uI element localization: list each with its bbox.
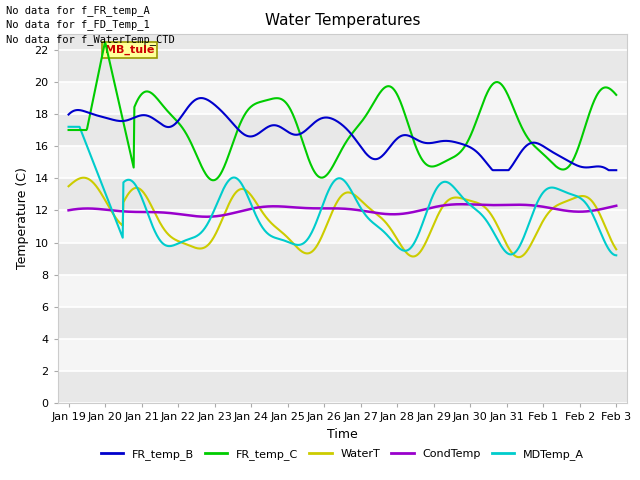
FR_temp_C — [209, 178, 217, 183]
WaterT — [538, 221, 545, 227]
FR_temp_C — [65, 127, 72, 133]
WaterT — [515, 254, 523, 260]
FR_temp_B — [414, 138, 422, 144]
CondTemp — [398, 211, 406, 217]
MDTemp_A — [480, 215, 488, 220]
FR_temp_B — [538, 142, 545, 148]
Text: No data for f_FR_temp_A: No data for f_FR_temp_A — [6, 5, 150, 16]
Bar — [58, 275, 627, 307]
Line: MDTemp_A: MDTemp_A — [68, 127, 616, 255]
CondTemp — [383, 211, 391, 217]
FR_temp_C — [612, 92, 620, 98]
WaterT — [65, 183, 72, 189]
FR_temp_B — [99, 114, 106, 120]
FR_temp_B — [65, 112, 72, 118]
FR_temp_C — [384, 84, 392, 89]
Bar — [58, 114, 627, 146]
CondTemp — [481, 202, 489, 208]
WaterT — [99, 193, 107, 199]
FR_temp_B — [383, 147, 391, 153]
Bar — [58, 371, 627, 403]
CondTemp — [65, 207, 72, 213]
WaterT — [398, 243, 406, 249]
FR_temp_B — [612, 168, 620, 173]
Bar — [58, 210, 627, 242]
Text: MB_tule: MB_tule — [105, 45, 154, 55]
Legend: FR_temp_B, FR_temp_C, WaterT, CondTemp, MDTemp_A: FR_temp_B, FR_temp_C, WaterT, CondTemp, … — [96, 444, 589, 464]
Bar — [58, 178, 627, 210]
FR_temp_B — [398, 133, 406, 139]
CondTemp — [612, 203, 620, 209]
Bar — [58, 307, 627, 339]
Bar — [58, 339, 627, 371]
CondTemp — [538, 204, 545, 209]
WaterT — [612, 246, 620, 252]
MDTemp_A — [536, 194, 544, 200]
MDTemp_A — [612, 252, 620, 258]
Bar — [58, 146, 627, 178]
CondTemp — [99, 206, 106, 212]
Bar — [58, 82, 627, 114]
Text: No data for f_FD_Temp_1: No data for f_FD_Temp_1 — [6, 19, 150, 30]
FR_temp_B — [197, 95, 205, 101]
CondTemp — [414, 208, 422, 214]
FR_temp_C — [538, 150, 545, 156]
FR_temp_B — [481, 157, 488, 163]
Y-axis label: Temperature (C): Temperature (C) — [16, 168, 29, 269]
MDTemp_A — [413, 234, 421, 240]
Title: Water Temperatures: Water Temperatures — [265, 13, 420, 28]
FR_temp_C — [99, 53, 106, 59]
X-axis label: Time: Time — [327, 428, 358, 441]
Line: CondTemp: CondTemp — [68, 204, 616, 217]
WaterT — [383, 221, 391, 227]
WaterT — [414, 252, 422, 257]
MDTemp_A — [65, 124, 72, 130]
Bar — [58, 49, 627, 82]
FR_temp_B — [489, 168, 497, 173]
FR_temp_C — [415, 151, 422, 156]
Line: FR_temp_B: FR_temp_B — [68, 98, 616, 170]
FR_temp_C — [101, 40, 109, 46]
CondTemp — [202, 214, 210, 220]
FR_temp_C — [481, 94, 489, 100]
WaterT — [481, 204, 488, 210]
Line: FR_temp_C: FR_temp_C — [68, 43, 616, 180]
CondTemp — [458, 201, 465, 207]
MDTemp_A — [99, 182, 106, 188]
Bar — [58, 242, 627, 275]
Line: WaterT: WaterT — [68, 178, 616, 257]
FR_temp_C — [399, 104, 406, 110]
WaterT — [80, 175, 88, 180]
MDTemp_A — [383, 232, 390, 238]
MDTemp_A — [397, 247, 405, 252]
Text: No data for f_WaterTemp_CTD: No data for f_WaterTemp_CTD — [6, 34, 175, 45]
